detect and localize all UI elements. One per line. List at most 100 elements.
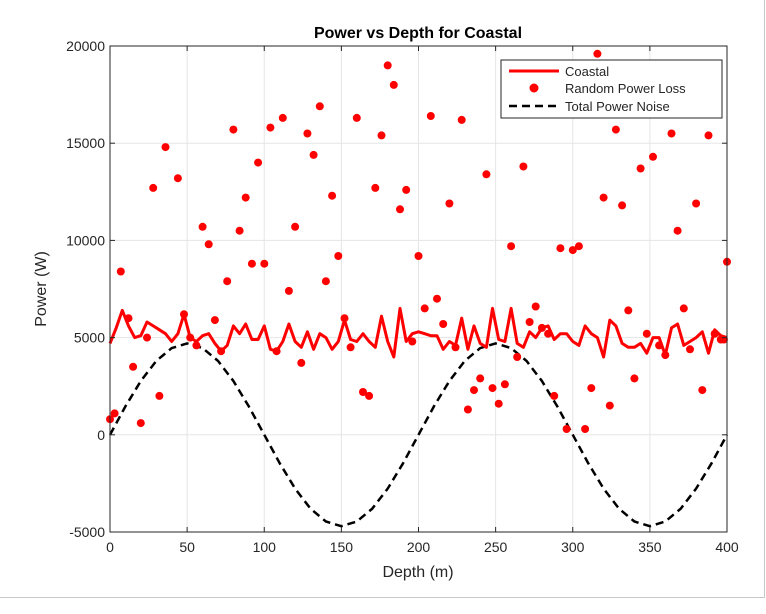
random-power-loss-point [661,351,670,360]
total-power-noise-line [108,342,729,528]
random-power-loss-point [605,401,614,410]
y-tick-label: 0 [97,427,105,443]
y-tick-label: 20000 [66,38,105,54]
x-tick-label: 400 [715,539,739,555]
total-power-noise-layer [108,342,729,528]
random-power-loss-point [686,345,694,354]
x-tick-label: 300 [561,539,585,555]
random-power-loss-point [396,205,404,214]
random-power-loss-layer [106,49,731,433]
random-power-loss-point [667,129,676,138]
y-tick-label: -5000 [69,524,105,540]
legend-random-power-loss-label: Random Power Loss [565,81,686,96]
random-power-loss-point [519,162,528,171]
random-power-loss-point [136,419,145,428]
random-power-loss-point [223,277,232,286]
random-power-loss-point [217,347,226,356]
random-power-loss-point [204,240,213,249]
random-power-loss-point [704,131,713,140]
random-power-loss-point [470,386,478,395]
random-power-loss-point [260,259,269,268]
random-power-loss-point [618,201,627,210]
random-power-loss-point [321,277,330,286]
random-power-loss-point [531,302,540,311]
random-power-loss-point [334,252,343,260]
random-power-loss-point [463,405,472,414]
y-tick-label: 15000 [66,135,105,151]
random-power-loss-point [642,329,651,338]
window-border [0,0,765,598]
random-power-loss-point [550,391,559,400]
random-power-loss-point [192,341,201,350]
random-power-loss-point [507,242,516,251]
random-power-loss-point [309,150,318,159]
random-power-loss-point [272,347,281,356]
random-power-loss-point [451,343,460,352]
random-power-loss-point [414,252,423,260]
y-tick-label: 10000 [66,232,105,248]
random-power-loss-point [574,242,583,251]
random-power-loss-point [593,49,602,58]
random-power-loss-point [143,333,151,342]
random-power-loss-point [235,226,244,235]
random-power-loss-point [439,320,448,328]
random-power-loss-point [692,199,701,208]
random-power-loss-point [266,123,275,132]
random-power-loss-point [581,425,590,433]
random-power-loss-point [500,380,509,389]
random-power-loss-point [340,314,349,323]
random-power-loss-point [624,306,633,315]
random-power-loss-point [328,191,337,200]
random-power-loss-point [556,244,565,253]
legend-random-power-loss-marker [529,83,539,93]
random-power-loss-point [513,353,522,361]
random-power-loss-point [402,185,411,194]
random-power-loss-point [377,131,386,140]
random-power-loss-point [420,304,429,313]
random-power-loss-point [229,125,238,134]
random-power-loss-point [488,384,497,393]
x-tick-label: 250 [484,539,508,555]
random-power-loss-point [359,388,367,396]
x-tick-label: 50 [179,539,195,555]
random-power-loss-point [698,386,707,395]
coastal-layer [108,306,728,359]
legend-total-power-noise-label: Total Power Noise [565,99,670,114]
random-power-loss-point [241,193,250,202]
random-power-loss-point [389,80,398,89]
random-power-loss-point [371,183,380,192]
random-power-loss-point [587,384,596,393]
random-power-loss-point [599,193,608,202]
random-power-loss-point [562,425,571,433]
random-power-loss-point [710,329,719,338]
x-axis-label: Depth (m) [382,564,453,581]
random-power-loss-point [254,158,263,167]
x-tick-label: 150 [330,539,354,555]
random-power-loss-point [611,125,620,134]
random-power-loss-point [673,226,682,235]
random-power-loss-point [278,113,287,122]
random-power-loss-point [649,152,657,161]
chart-title: Power vs Depth for Coastal [314,25,522,42]
random-power-loss-point [636,164,645,173]
legend: Coastal Random Power Loss Total Power No… [500,59,723,119]
random-power-loss-point [679,304,688,313]
x-tick-label: 200 [407,539,431,555]
random-power-loss-point [346,343,355,352]
y-axis-ticks: -5000 0 5000 10000 15000 20000 [66,38,727,540]
random-power-loss-point [408,337,417,346]
random-power-loss-point [116,267,125,276]
random-power-loss-point [173,174,182,183]
random-power-loss-point [655,341,664,350]
legend-coastal-label: Coastal [565,64,609,79]
random-power-loss-point [149,183,158,192]
random-power-loss-point [365,391,374,400]
random-power-loss-point [482,170,491,179]
random-power-loss-point [630,374,639,383]
y-axis-label: Power (W) [33,251,50,327]
random-power-loss-point [426,112,435,120]
x-axis-ticks: 0 50 100 150 200 250 300 350 400 [106,46,739,555]
random-power-loss-point [494,399,503,408]
random-power-loss-point [433,294,441,303]
